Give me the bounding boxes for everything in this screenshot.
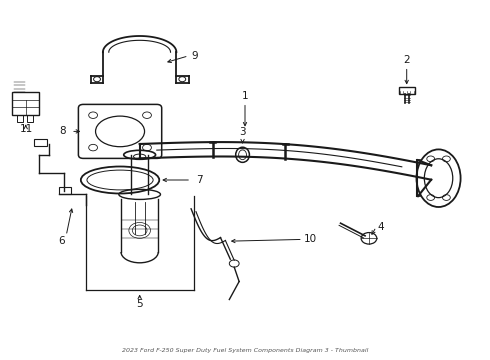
Bar [27, 115, 33, 122]
Text: 11: 11 [19, 124, 33, 134]
Text: 5: 5 [136, 299, 143, 309]
Bar [17, 115, 23, 122]
Text: 2023 Ford F-250 Super Duty Fuel System Components Diagram 3 - Thumbnail: 2023 Ford F-250 Super Duty Fuel System C… [122, 348, 368, 353]
Bar [59, 187, 71, 194]
Text: 8: 8 [59, 126, 66, 136]
Text: 6: 6 [58, 236, 65, 246]
Text: 9: 9 [191, 51, 198, 61]
Bar [399, 87, 415, 94]
Text: 2: 2 [403, 55, 410, 65]
Bar [34, 139, 47, 146]
Bar [12, 92, 39, 115]
Text: 4: 4 [377, 222, 384, 232]
Text: 7: 7 [196, 175, 203, 185]
Text: 3: 3 [239, 127, 246, 137]
Text: 10: 10 [304, 234, 317, 244]
Text: 1: 1 [242, 91, 248, 101]
